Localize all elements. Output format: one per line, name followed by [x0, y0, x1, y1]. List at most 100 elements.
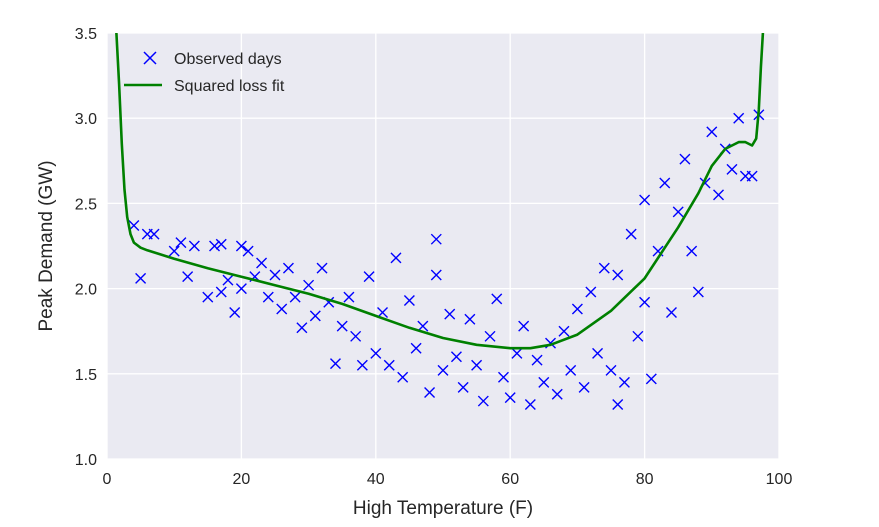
y-tick-label: 1.0: [75, 452, 97, 469]
scatter-point: [269, 269, 281, 281]
scatter-point: [276, 303, 288, 315]
scatter-point: [511, 347, 523, 359]
scatter-point: [316, 262, 328, 274]
scatter-series: [128, 109, 765, 410]
scatter-point: [450, 351, 462, 363]
scatter-point: [168, 245, 180, 257]
scatter-point: [679, 153, 691, 165]
scatter-point: [457, 381, 469, 393]
scatter-point: [659, 177, 671, 189]
scatter-point: [424, 387, 436, 399]
scatter-point: [209, 240, 221, 252]
x-axis-label: High Temperature (F): [353, 498, 533, 519]
scatter-point: [605, 364, 617, 376]
scatter-point: [497, 371, 509, 383]
scatter-point: [309, 310, 321, 322]
scatter-point: [417, 320, 429, 332]
scatter-point: [504, 392, 516, 404]
scatter-point: [625, 228, 637, 240]
scatter-point: [303, 279, 315, 291]
scatter-point: [524, 398, 536, 410]
scatter-point: [148, 228, 160, 240]
scatter-point: [531, 354, 543, 366]
scatter-point: [585, 286, 597, 298]
y-tick-label: 2.0: [75, 282, 97, 299]
tick-labels: 0 20 40 60 80 100 1.0 1.5 2.0 2.5 3.0 3.5: [75, 26, 793, 488]
scatter-point: [726, 163, 738, 175]
scatter-point: [639, 194, 651, 206]
scatter-point: [262, 291, 274, 303]
scatter-point: [692, 286, 704, 298]
scatter-point: [229, 306, 241, 318]
y-tick-label: 2.5: [75, 196, 97, 213]
scatter-point: [746, 170, 758, 182]
scatter-point: [182, 271, 194, 283]
scatter-point: [672, 206, 684, 218]
scatter-point: [370, 347, 382, 359]
scatter-point: [571, 303, 583, 315]
scatter-point: [215, 286, 227, 298]
legend-marker-scatter: [143, 51, 157, 65]
scatter-point: [612, 398, 624, 410]
scatter-point: [618, 376, 630, 388]
legend-label-line: Squared loss fit: [174, 78, 285, 95]
legend-label-scatter: Observed days: [174, 51, 282, 68]
scatter-point: [296, 322, 308, 334]
scatter-point: [598, 262, 610, 274]
plot-background: [107, 33, 779, 459]
scatter-point: [477, 395, 489, 407]
scatter-point: [686, 245, 698, 257]
y-axis-label: Peak Demand (GW): [36, 160, 57, 331]
scatter-point: [518, 320, 530, 332]
scatter-point: [706, 126, 718, 138]
scatter-point: [336, 320, 348, 332]
scatter-point: [665, 306, 677, 318]
scatter-point: [484, 330, 496, 342]
scatter-point: [390, 252, 402, 264]
scatter-point: [612, 269, 624, 281]
scatter-point: [363, 271, 375, 283]
scatter-point: [471, 359, 483, 371]
scatter-point: [444, 308, 456, 320]
scatter-point: [410, 342, 422, 354]
scatter-point: [639, 296, 651, 308]
scatter-point: [632, 330, 644, 342]
scatter-point: [256, 257, 268, 269]
scatter-point: [202, 291, 214, 303]
scatter-point: [645, 373, 657, 385]
scatter-point: [733, 112, 745, 124]
y-tick-label: 3.0: [75, 111, 97, 128]
x-tick-label: 100: [766, 471, 793, 488]
scatter-point: [430, 233, 442, 245]
scatter-point: [437, 364, 449, 376]
scatter-point: [242, 245, 254, 257]
scatter-point: [329, 358, 341, 370]
scatter-point: [215, 238, 227, 250]
x-tick-label: 0: [103, 471, 112, 488]
scatter-point: [551, 388, 563, 400]
scatter-point: [222, 274, 234, 286]
scatter-point: [282, 262, 294, 274]
scatter-point: [235, 283, 247, 295]
x-tick-label: 20: [233, 471, 251, 488]
scatter-point: [713, 189, 725, 201]
fit-line-series: [115, 33, 765, 350]
x-tick-label: 60: [501, 471, 519, 488]
scatter-point: [343, 291, 355, 303]
scatter-point: [175, 237, 187, 249]
scatter-point: [235, 240, 247, 252]
scatter-point: [565, 364, 577, 376]
scatter-point: [403, 295, 415, 307]
scatter-point: [538, 376, 550, 388]
scatter-point: [430, 269, 442, 281]
grid-lines: [106, 32, 780, 460]
scatter-point: [135, 272, 147, 284]
scatter-point: [356, 359, 368, 371]
x-tick-label: 80: [636, 471, 654, 488]
scatter-point: [350, 330, 362, 342]
scatter-point: [464, 313, 476, 325]
scatter-point: [592, 347, 604, 359]
scatter-point: [397, 371, 409, 383]
